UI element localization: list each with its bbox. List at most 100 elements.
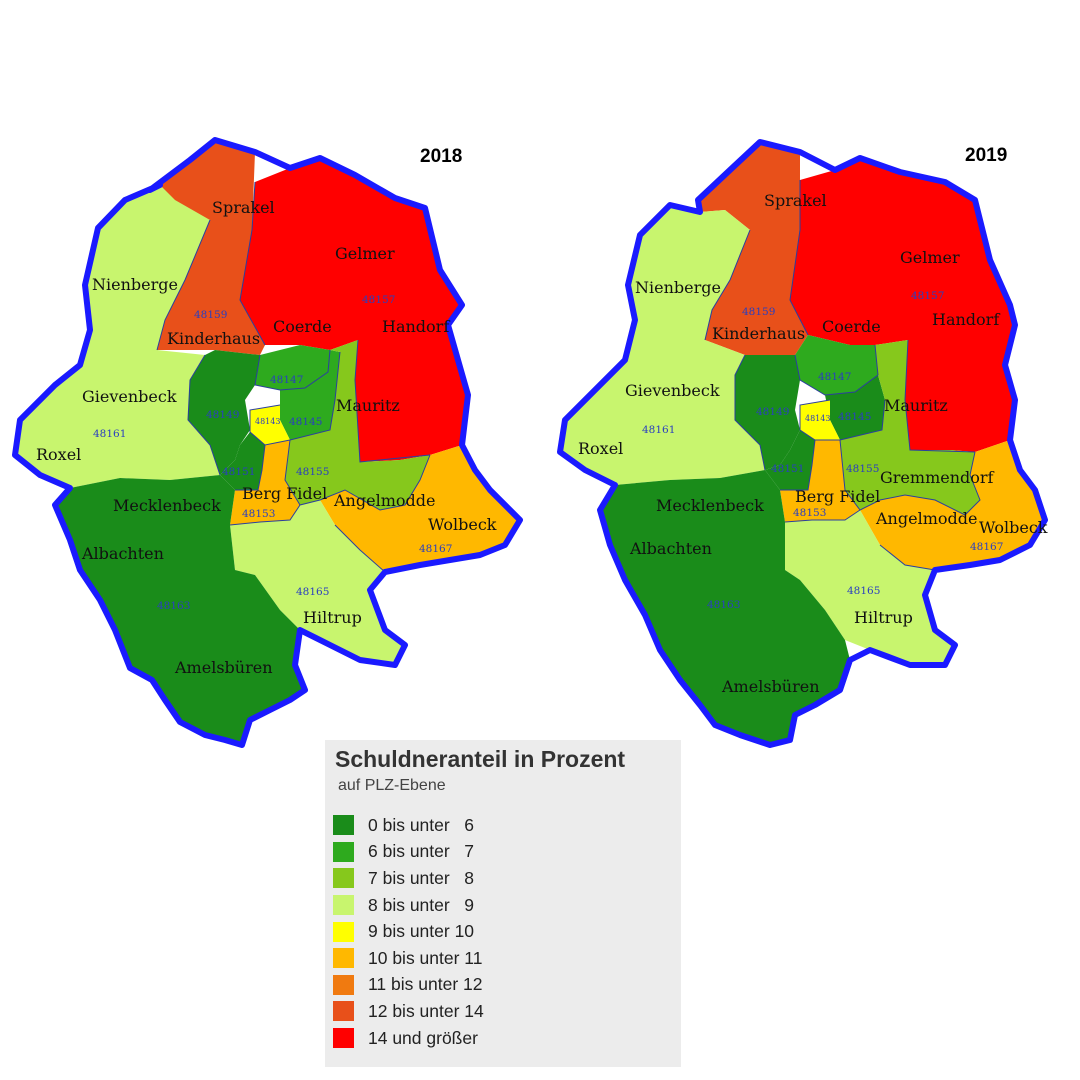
legend-swatch bbox=[333, 841, 354, 862]
region-48149 bbox=[735, 355, 800, 470]
district-kinderhaus: Kinderhaus bbox=[167, 329, 260, 348]
legend-title: Schuldneranteil in Prozent bbox=[335, 746, 626, 772]
district-albachten: Albachten bbox=[81, 544, 164, 563]
region-48167 bbox=[320, 445, 520, 572]
district-gievenbeck: Gievenbeck bbox=[82, 387, 177, 406]
legend-label: 7 bis unter 8 bbox=[368, 867, 475, 888]
legend-swatch bbox=[333, 948, 354, 969]
region-48147 bbox=[255, 345, 330, 390]
district-amelsbueren: Amelsbüren bbox=[721, 677, 820, 696]
plz-48165: 48165 bbox=[847, 585, 880, 597]
district-hiltrup: Hiltrup bbox=[303, 608, 362, 627]
region-48161 bbox=[560, 205, 765, 485]
region-48165 bbox=[230, 500, 405, 665]
legend-items: 0 bis unter 6 6 bis unter 7 7 bis unter … bbox=[333, 812, 484, 1051]
legend-swatch bbox=[333, 815, 354, 836]
plz-48147: 48147 bbox=[270, 374, 303, 386]
legend-label: 0 bis unter 6 bbox=[368, 814, 475, 835]
city-boundary-2019 bbox=[557, 139, 1048, 748]
plz-48165: 48165 bbox=[296, 586, 329, 598]
plz-48143: 48143 bbox=[805, 414, 830, 423]
region-48163 bbox=[55, 475, 305, 745]
district-albachten: Albachten bbox=[629, 539, 712, 558]
region-48163 bbox=[600, 470, 850, 745]
legend-item: 10 bis unter 11 bbox=[333, 945, 484, 972]
region-48147 bbox=[795, 335, 878, 395]
plz-48167: 48167 bbox=[970, 541, 1003, 553]
district-mauritz: Mauritz bbox=[884, 396, 948, 415]
district-sprakel: Sprakel bbox=[212, 198, 275, 217]
legend: Schuldneranteil in Prozent auf PLZ-Ebene… bbox=[325, 740, 681, 1067]
legend-label: 6 bis unter 7 bbox=[368, 841, 475, 862]
region-48153 bbox=[780, 440, 860, 522]
district-mecklenbeck: Mecklenbeck bbox=[656, 496, 764, 515]
district-amelsbueren: Amelsbüren bbox=[174, 658, 273, 677]
district-wolbeck: Wolbeck bbox=[979, 518, 1048, 537]
district-hiltrup: Hiltrup bbox=[854, 608, 913, 627]
legend-label: 12 bis unter 14 bbox=[368, 1000, 484, 1021]
district-angelmodde: Angelmodde bbox=[875, 509, 977, 528]
plz-48161: 48161 bbox=[642, 424, 675, 436]
district-gelmer: Gelmer bbox=[335, 244, 395, 263]
region-48151 bbox=[220, 432, 265, 490]
plz-48155: 48155 bbox=[296, 466, 329, 478]
plz-48159: 48159 bbox=[194, 309, 227, 321]
legend-item: 14 und größer bbox=[333, 1025, 484, 1052]
plz-48145: 48145 bbox=[289, 416, 322, 428]
district-kinderhaus: Kinderhaus bbox=[712, 324, 805, 343]
district-berg-fidel: Berg Fidel bbox=[795, 487, 880, 506]
region-48157 bbox=[790, 158, 1015, 452]
district-handorf: Handorf bbox=[382, 317, 450, 336]
district-gievenbeck: Gievenbeck bbox=[625, 381, 720, 400]
legend-swatch bbox=[333, 1001, 354, 1022]
city-boundary-2018 bbox=[12, 137, 523, 748]
legend-item: 12 bis unter 14 bbox=[333, 998, 484, 1025]
region-48149 bbox=[188, 350, 260, 475]
district-roxel: Roxel bbox=[36, 445, 81, 464]
inner-borders-2018 bbox=[156, 181, 431, 573]
plz-48155: 48155 bbox=[846, 463, 879, 475]
plz-48167: 48167 bbox=[419, 543, 452, 555]
region-48159 bbox=[150, 140, 265, 355]
region-48143 bbox=[250, 405, 290, 445]
plz-48149: 48149 bbox=[206, 409, 239, 421]
year-label-2018: 2018 bbox=[420, 146, 462, 167]
legend-item: 9 bis unter 10 bbox=[333, 918, 484, 945]
map-2019: 2019 Sprakel Gelmer Nienberge Kinderhaus… bbox=[557, 139, 1048, 748]
plz-48153: 48153 bbox=[793, 507, 826, 519]
plz-48143: 48143 bbox=[255, 417, 280, 426]
region-48165 bbox=[785, 510, 955, 665]
district-roxel: Roxel bbox=[578, 439, 623, 458]
region-48153 bbox=[230, 440, 300, 525]
district-handorf: Handorf bbox=[932, 310, 1000, 329]
legend-item: 11 bis unter 12 bbox=[333, 972, 484, 999]
district-wolbeck: Wolbeck bbox=[428, 515, 497, 534]
legend-label: 14 und größer bbox=[368, 1027, 478, 1048]
district-coerde: Coerde bbox=[822, 317, 881, 336]
district-gremmendorf: Gremmendorf bbox=[880, 468, 995, 487]
district-nienberge: Nienberge bbox=[92, 275, 178, 294]
legend-label: 8 bis unter 9 bbox=[368, 894, 475, 915]
district-mauritz: Mauritz bbox=[336, 396, 400, 415]
legend-item: 7 bis unter 8 bbox=[333, 865, 484, 892]
legend-label: 10 bis unter 11 bbox=[368, 947, 483, 968]
year-label-2019: 2019 bbox=[965, 145, 1007, 166]
plz-48159: 48159 bbox=[742, 306, 775, 318]
region-48167 bbox=[860, 440, 1045, 570]
legend-swatch bbox=[333, 868, 354, 889]
district-coerde: Coerde bbox=[273, 317, 332, 336]
plz-48157: 48157 bbox=[911, 290, 944, 302]
region-48157 bbox=[240, 158, 468, 462]
district-gelmer: Gelmer bbox=[900, 248, 960, 267]
region-48161 bbox=[15, 185, 220, 488]
legend-label: 11 bis unter 12 bbox=[368, 974, 483, 995]
plz-48153: 48153 bbox=[242, 508, 275, 520]
legend-subtitle: auf PLZ-Ebene bbox=[338, 777, 446, 794]
legend-item: 0 bis unter 6 bbox=[333, 812, 484, 839]
district-berg-fidel: Berg Fidel bbox=[242, 484, 327, 503]
legend-item: 8 bis unter 9 bbox=[333, 892, 484, 919]
district-angelmodde: Angelmodde bbox=[333, 491, 435, 510]
legend-item: 6 bis unter 7 bbox=[333, 839, 484, 866]
inner-borders-2019 bbox=[704, 180, 981, 571]
